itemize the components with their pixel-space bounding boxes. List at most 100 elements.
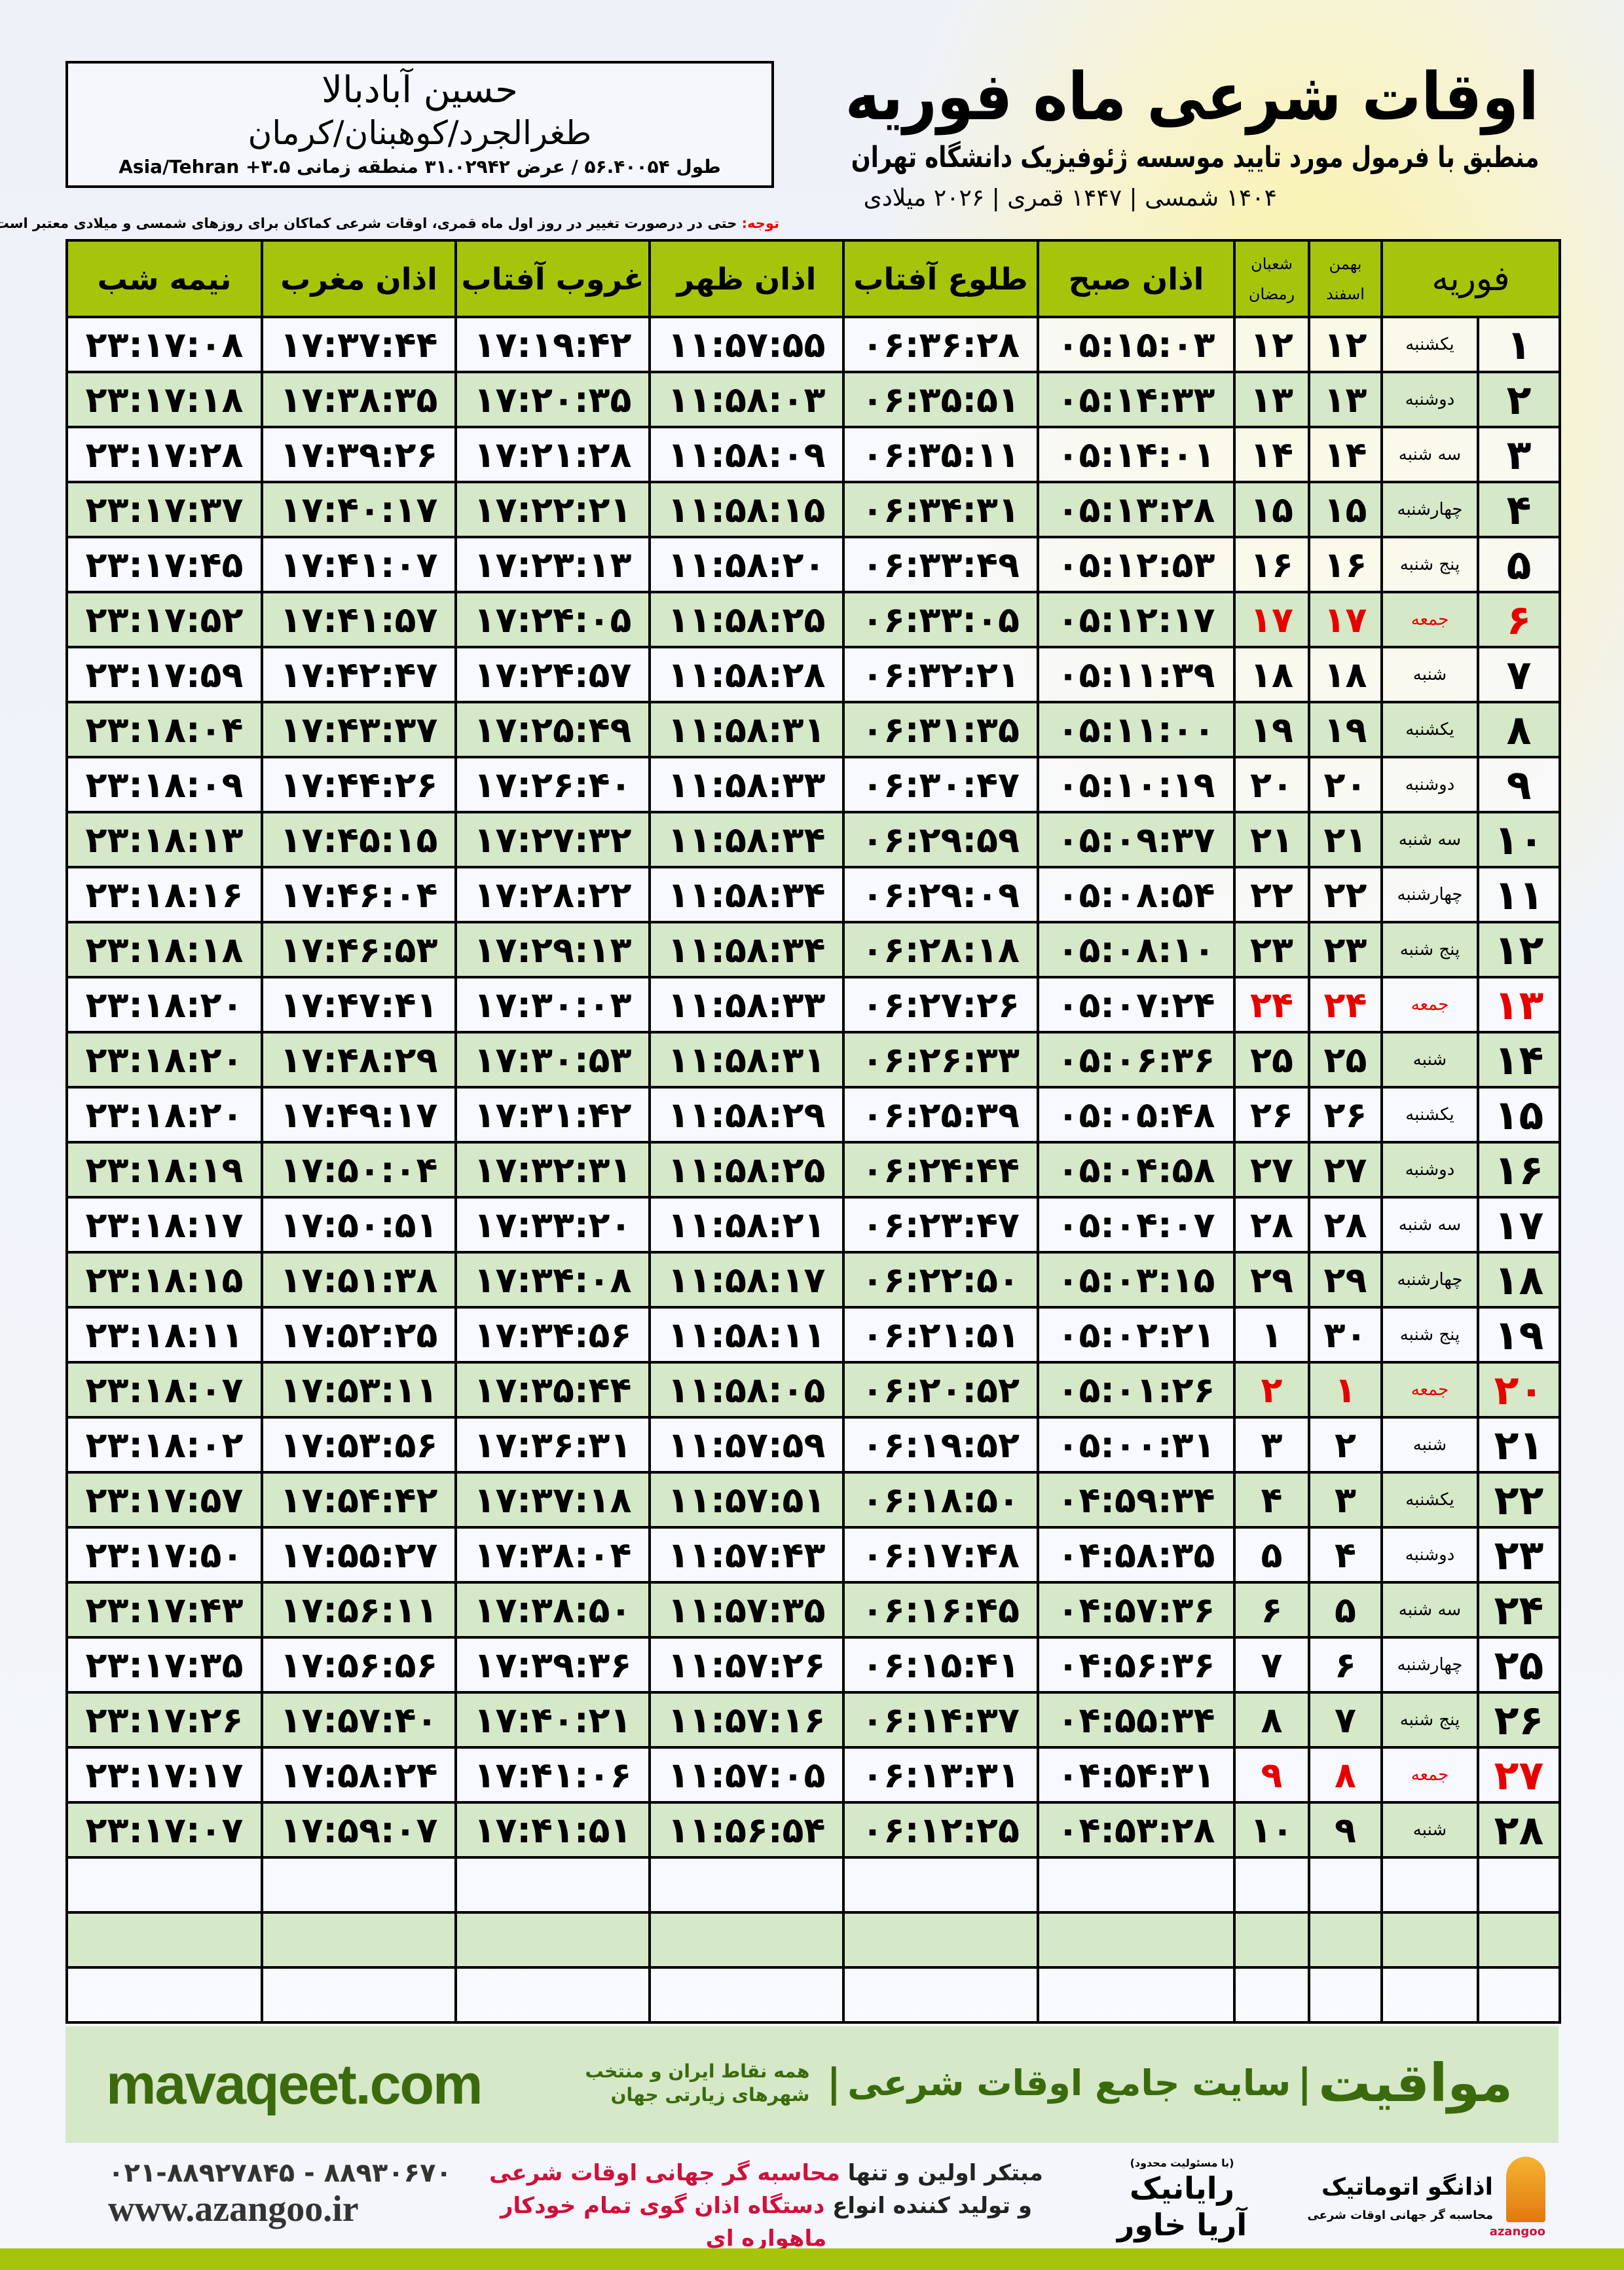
lunar-day: ۱	[1233, 1306, 1310, 1364]
tagline-secondary: همه نقاط ایران و منتخب شهرهای زیارتی جها…	[585, 2060, 810, 2106]
weekday: چهارشنبه	[1380, 481, 1479, 538]
sunset-time	[454, 1856, 651, 1914]
dhuhr-time: ۱۱:۵۸:۱۷	[648, 1251, 845, 1309]
day-number: ۱۱	[1477, 866, 1561, 923]
weekday: یکشنبه	[1380, 1086, 1479, 1144]
fajr-time	[1037, 1966, 1236, 2024]
table-row: ۱۲ پنج شنبه ۲۳ ۲۳ ۰۵:۰۸:۱۰ ۰۶:۲۸:۱۸ ۱۱:۵۸:۳۴ ۱۷…	[65, 921, 1561, 978]
day-number: ۱۴	[1477, 1031, 1561, 1088]
lunar-day: ۱۶	[1233, 536, 1310, 593]
sunset-time: ۱۷:۳۵:۴۴	[454, 1361, 651, 1419]
weekday: پنج شنبه	[1380, 921, 1479, 978]
location-box: حسین آبادبالا طغرالجرد/کوهبنان/کرمان طول…	[65, 61, 774, 188]
midnight-time: ۲۳:۱۸:۱۷	[65, 1196, 263, 1254]
table-row: ۲۷ جمعه ۸ ۹ ۰۴:۵۴:۳۱ ۰۶:۱۳:۳۱ ۱۱:۵۷:۰۵ ۱۷:۴۱:۰۶…	[65, 1746, 1561, 1804]
sunrise-time: ۰۶:۱۵:۴۱	[842, 1636, 1039, 1694]
midnight-time: ۲۳:۱۸:۰۹	[65, 756, 263, 813]
sunset-time: ۱۷:۳۸:۰۴	[454, 1526, 651, 1584]
lunar-day: ۱۵	[1233, 481, 1310, 538]
dhuhr-time: ۱۱:۵۸:۲۰	[648, 536, 845, 593]
midnight-time: ۲۳:۱۷:۵۰	[65, 1526, 263, 1584]
day-number: ۲	[1477, 371, 1561, 428]
dhuhr-time: ۱۱:۵۷:۵۱	[648, 1471, 845, 1529]
promo-line-2b: دستگاه اذان گوی تمام خودکار ماهواره ای	[500, 2193, 827, 2252]
sunrise-time: ۰۶:۳۳:۴۹	[842, 536, 1039, 593]
midnight-time: ۲۳:۱۷:۳۷	[65, 481, 263, 538]
table-row	[65, 1856, 1561, 1914]
note: توجه: حتی در درصورت تغییر در روز اول ماه…	[0, 214, 779, 233]
fajr-time: ۰۵:۰۴:۵۸	[1037, 1141, 1236, 1199]
weekday: شنبه	[1380, 1031, 1479, 1088]
fajr-time: ۰۴:۵۴:۳۱	[1037, 1746, 1236, 1804]
weekday: چهارشنبه	[1380, 1636, 1479, 1694]
fajr-time: ۰۵:۰۳:۱۵	[1037, 1251, 1236, 1309]
fajr-time: ۰۵:۰۰:۳۱	[1037, 1416, 1236, 1474]
contact: ۰۲۱-۸۸۹۲۷۸۴۵ - ۸۸۹۳۰۶۷۰ www.azangoo.ir	[108, 2157, 452, 2242]
sunrise-time: ۰۶:۲۱:۵۱	[842, 1306, 1039, 1364]
maghrib-time	[261, 1966, 457, 2024]
day-number: ۱۵	[1477, 1086, 1561, 1144]
lunar-day: ۲۰	[1233, 756, 1310, 813]
promo-line-1b: محاسبه گر جهانی اوقات شرعی	[489, 2160, 840, 2186]
table-row: ۴ چهارشنبه ۱۵ ۱۵ ۰۵:۱۳:۲۸ ۰۶:۳۴:۳۱ ۱۱:۵۸:۱۵ ۱۷:…	[65, 481, 1561, 538]
rayanik-logo: (با مسئولیت محدود) رایانیک آریا خاور	[1100, 2157, 1264, 2242]
weekday: پنج شنبه	[1380, 536, 1479, 593]
sunset-time: ۱۷:۴۱:۰۶	[454, 1746, 651, 1804]
dhuhr-time	[648, 1911, 845, 1969]
solar-day: ۱۵	[1308, 481, 1383, 538]
weekday: جمعه	[1380, 1361, 1479, 1419]
sunrise-time	[842, 1966, 1039, 2024]
weekday: پنج شنبه	[1380, 1691, 1479, 1749]
sunset-time: ۱۷:۳۲:۳۱	[454, 1141, 651, 1199]
maghrib-time	[261, 1911, 457, 1969]
weekday: سه شنبه	[1380, 1581, 1479, 1639]
sunset-time: ۱۷:۲۹:۱۳	[454, 921, 651, 978]
promo-line-1a: مبتکر اولین و تنها	[840, 2160, 1043, 2186]
day-number	[1477, 1911, 1561, 1969]
table-row: ۲۶ پنج شنبه ۷ ۸ ۰۴:۵۵:۳۴ ۰۶:۱۴:۳۷ ۱۱:۵۷:۱۶ ۱۷:۴…	[65, 1691, 1561, 1749]
midnight-time: ۲۳:۱۸:۲۰	[65, 1031, 263, 1088]
dhuhr-time: ۱۱:۵۶:۵۴	[648, 1801, 845, 1859]
lunar-day: ۲۷	[1233, 1141, 1310, 1199]
dhuhr-time: ۱۱:۵۸:۰۵	[648, 1361, 845, 1419]
weekday: شنبه	[1380, 1416, 1479, 1474]
lunar-day: ۲۶	[1233, 1086, 1310, 1144]
sunrise-time: ۰۶:۳۵:۱۱	[842, 426, 1039, 483]
sunset-time: ۱۷:۳۴:۵۶	[454, 1306, 651, 1364]
table-row: ۱۳ جمعه ۲۴ ۲۴ ۰۵:۰۷:۲۴ ۰۶:۲۷:۲۶ ۱۱:۵۸:۳۳ ۱۷:۳۰:…	[65, 976, 1561, 1033]
day-number: ۲۸	[1477, 1801, 1561, 1859]
maghrib-time: ۱۷:۴۱:۰۷	[261, 536, 457, 593]
midnight-time	[65, 1856, 263, 1914]
fajr-time: ۰۵:۱۲:۱۷	[1037, 591, 1236, 648]
col-solar: بهمن اسفند	[1308, 239, 1383, 318]
sunset-time: ۱۷:۴۰:۲۱	[454, 1691, 651, 1749]
fajr-time: ۰۵:۱۴:۳۳	[1037, 371, 1236, 428]
prayer-times-table: فوریه بهمن اسفند شعبان رمضان اذان صبح طلوع…	[65, 239, 1561, 2024]
table-row: ۱۶ دوشنبه ۲۷ ۲۷ ۰۵:۰۴:۵۸ ۰۶:۲۴:۴۴ ۱۱:۵۸:۲۵ ۱۷:۳…	[65, 1141, 1561, 1199]
day-number: ۱۳	[1477, 976, 1561, 1033]
midnight-time: ۲۳:۱۷:۵۲	[65, 591, 263, 648]
sunrise-time: ۰۶:۱۶:۴۵	[842, 1581, 1039, 1639]
sunrise-time: ۰۶:۲۸:۱۸	[842, 921, 1039, 978]
fajr-time: ۰۵:۰۶:۳۶	[1037, 1031, 1236, 1088]
table-row: ۲۰ جمعه ۱ ۲ ۰۵:۰۱:۲۶ ۰۶:۲۰:۵۲ ۱۱:۵۸:۰۵ ۱۷:۳۵:۴۴…	[65, 1361, 1561, 1419]
maghrib-time: ۱۷:۵۲:۲۵	[261, 1306, 457, 1364]
solar-day: ۱	[1308, 1361, 1383, 1419]
midnight-time: ۲۳:۱۸:۱۱	[65, 1306, 263, 1364]
table-header: فوریه بهمن اسفند شعبان رمضان اذان صبح طلوع…	[65, 239, 1561, 318]
sunrise-time: ۰۶:۳۴:۳۱	[842, 481, 1039, 538]
coordinates: طول ۵۶.۴۰۰۵۴ / عرض ۳۱.۰۲۹۴۲ منطقه زمانی …	[119, 156, 721, 177]
midnight-time: ۲۳:۱۸:۱۹	[65, 1141, 263, 1199]
solar-day: ۲۹	[1308, 1251, 1383, 1309]
weekday: شنبه	[1380, 646, 1479, 703]
day-number: ۷	[1477, 646, 1561, 703]
midnight-time: ۲۳:۱۷:۳۵	[65, 1636, 263, 1694]
maghrib-time: ۱۷:۵۳:۱۱	[261, 1361, 457, 1419]
dhuhr-time	[648, 1856, 845, 1914]
day-number: ۱	[1477, 316, 1561, 373]
fajr-time: ۰۵:۱۵:۰۳	[1037, 316, 1236, 373]
maghrib-time: ۱۷:۴۶:۵۳	[261, 921, 457, 978]
lunar-day: ۲۴	[1233, 976, 1310, 1033]
solar-day: ۹	[1308, 1801, 1383, 1859]
solar-day: ۲۴	[1308, 976, 1383, 1033]
